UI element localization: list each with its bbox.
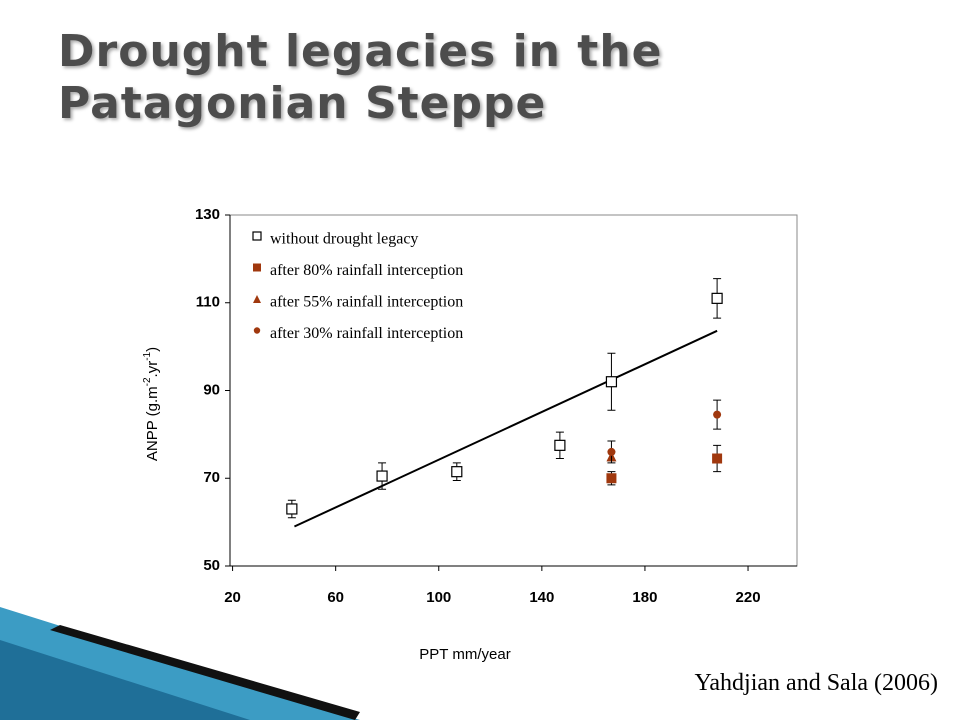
y-label-part: ) xyxy=(144,347,161,352)
y-axis-label: ANPP (g.m-2.yr-1) xyxy=(142,347,161,461)
citation: Yahdjian and Sala (2006) xyxy=(694,670,938,696)
y-tick-label: 90 xyxy=(203,381,220,398)
point xyxy=(376,470,388,482)
slide-title: Drought legacies in the Patagonian Stepp… xyxy=(58,26,663,129)
y-label-part: .yr xyxy=(144,361,161,378)
x-tick-label: 180 xyxy=(632,589,657,606)
x-axis-label: PPT mm/year xyxy=(419,646,510,663)
legend-label: after 30% rainfall interception xyxy=(270,325,463,342)
decor-line xyxy=(50,625,360,720)
legend-marker xyxy=(252,231,262,241)
x-tick-label: 220 xyxy=(736,589,761,606)
point xyxy=(554,439,566,451)
y-tick-label: 110 xyxy=(196,294,220,311)
decor-wedge xyxy=(0,640,250,720)
y-tick-label: 70 xyxy=(203,469,220,486)
legend-label: without drought legacy xyxy=(270,231,418,248)
point xyxy=(712,453,723,464)
point xyxy=(711,292,723,304)
point xyxy=(607,447,616,456)
legend-label: after 55% rainfall interception xyxy=(270,294,463,311)
y-tick-label: 50 xyxy=(203,557,220,574)
y-label-part: ANPP (g.m xyxy=(144,386,161,461)
point xyxy=(606,473,617,484)
point xyxy=(713,410,722,419)
legend-marker xyxy=(253,295,261,303)
x-tick-label: 140 xyxy=(529,589,554,606)
y-tick-label: 130 xyxy=(195,206,220,223)
y-label-part: -1 xyxy=(142,351,153,360)
x-tick-label: 60 xyxy=(327,589,344,606)
point xyxy=(451,466,463,478)
point xyxy=(605,376,618,388)
legend-label: after 80% rainfall interception xyxy=(270,262,463,279)
point xyxy=(286,503,298,515)
x-tick-label: 100 xyxy=(426,589,451,606)
legend-marker xyxy=(253,327,261,334)
fit-line xyxy=(294,329,718,528)
y-label-part: -2 xyxy=(142,377,153,386)
legend-marker xyxy=(253,263,261,272)
x-tick-label: 20 xyxy=(224,589,241,606)
